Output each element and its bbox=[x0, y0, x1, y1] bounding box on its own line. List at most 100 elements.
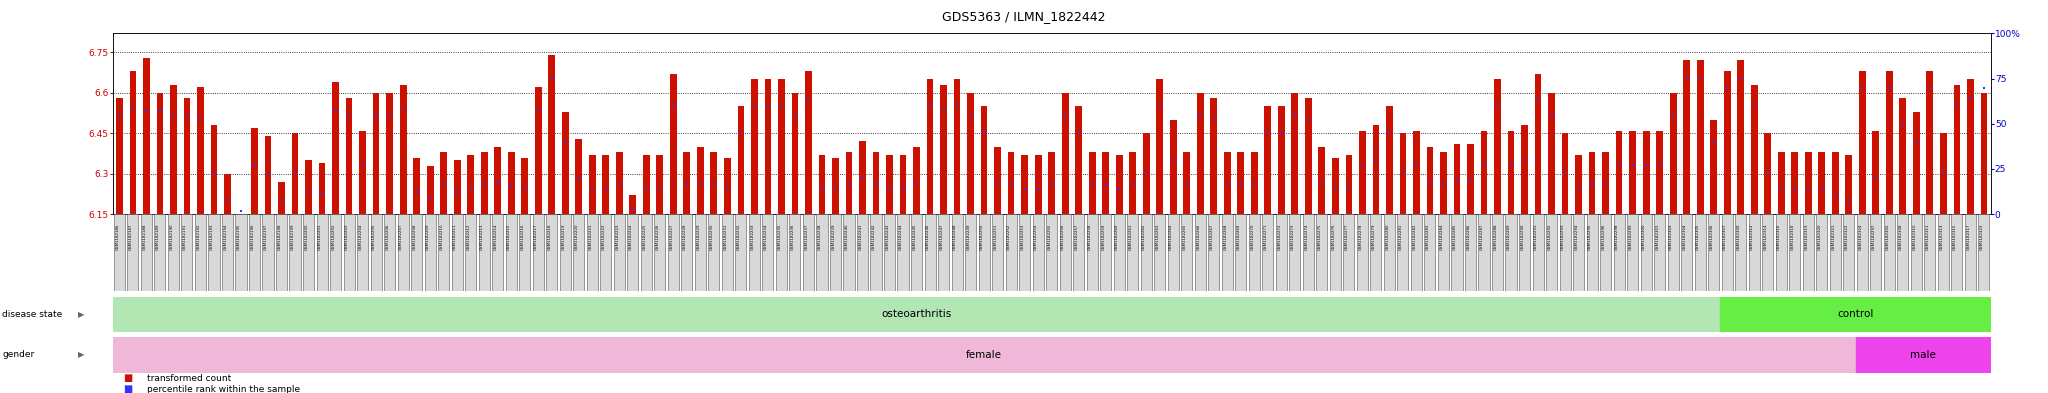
Bar bbox=[330, 214, 342, 291]
Bar bbox=[250, 214, 260, 291]
Bar bbox=[1413, 130, 1419, 214]
Bar bbox=[1669, 93, 1677, 214]
Bar bbox=[1911, 214, 1921, 291]
Point bbox=[1454, 177, 1487, 183]
Bar bbox=[1642, 130, 1649, 214]
Point bbox=[535, 75, 567, 82]
Text: GSM1182201: GSM1182201 bbox=[317, 223, 322, 250]
Bar bbox=[600, 214, 610, 291]
Bar bbox=[1262, 214, 1274, 291]
Bar bbox=[1776, 214, 1786, 291]
Text: GSM1182204: GSM1182204 bbox=[358, 223, 362, 250]
Bar bbox=[1208, 214, 1219, 291]
Point bbox=[616, 206, 649, 212]
Point bbox=[860, 182, 893, 188]
Point bbox=[981, 178, 1014, 185]
Bar bbox=[1898, 98, 1907, 214]
Bar bbox=[1329, 214, 1341, 291]
Text: GSM1182186: GSM1182186 bbox=[115, 223, 119, 250]
Bar bbox=[492, 214, 504, 291]
Point bbox=[1968, 84, 2001, 91]
Text: GSM1182276: GSM1182276 bbox=[1331, 223, 1335, 250]
Bar bbox=[872, 152, 879, 214]
Bar bbox=[344, 214, 354, 291]
Bar bbox=[913, 147, 920, 214]
Bar bbox=[113, 297, 1720, 332]
Bar bbox=[1819, 152, 1825, 214]
Text: ■: ■ bbox=[123, 384, 133, 393]
Point bbox=[170, 112, 203, 118]
Text: GSM1182277: GSM1182277 bbox=[1346, 223, 1350, 250]
Bar bbox=[709, 214, 719, 291]
Bar bbox=[535, 87, 541, 214]
Point bbox=[1210, 182, 1243, 188]
Bar bbox=[1573, 214, 1583, 291]
Bar bbox=[858, 141, 866, 214]
Point bbox=[1116, 182, 1149, 188]
Bar bbox=[1346, 155, 1352, 214]
Bar bbox=[195, 214, 207, 291]
Point bbox=[1266, 130, 1298, 136]
Bar bbox=[1563, 133, 1569, 214]
Bar bbox=[264, 136, 272, 214]
Text: GSM1182199: GSM1182199 bbox=[291, 223, 295, 250]
Bar bbox=[1061, 93, 1069, 214]
Point bbox=[129, 108, 162, 114]
Text: GSM1182238: GSM1182238 bbox=[817, 223, 821, 250]
Point bbox=[1102, 186, 1135, 192]
Bar bbox=[1710, 120, 1716, 214]
Bar bbox=[1331, 158, 1339, 214]
Text: GSM1182218: GSM1182218 bbox=[547, 223, 551, 250]
Bar bbox=[1466, 144, 1475, 214]
Point bbox=[1333, 186, 1366, 192]
Point bbox=[1886, 121, 1919, 127]
Point bbox=[1927, 169, 1960, 176]
Bar bbox=[184, 98, 190, 214]
Bar bbox=[1964, 214, 1976, 291]
Point bbox=[238, 162, 270, 169]
Text: GSM1182223: GSM1182223 bbox=[614, 223, 618, 250]
Point bbox=[872, 186, 905, 192]
Bar bbox=[1100, 214, 1112, 291]
Point bbox=[264, 198, 297, 205]
Point bbox=[481, 178, 514, 185]
Text: GSM1182232: GSM1182232 bbox=[737, 223, 741, 250]
Point bbox=[1954, 94, 1987, 100]
Bar bbox=[788, 214, 801, 291]
Text: GSM1182320: GSM1182320 bbox=[1819, 223, 1823, 250]
Text: GSM1182268: GSM1182268 bbox=[1223, 223, 1227, 250]
Point bbox=[631, 186, 664, 192]
Bar bbox=[1790, 214, 1800, 291]
Bar bbox=[776, 214, 786, 291]
Text: GSM1182322: GSM1182322 bbox=[1845, 223, 1849, 250]
Bar bbox=[573, 214, 584, 291]
Bar bbox=[737, 106, 743, 214]
Bar bbox=[1210, 98, 1217, 214]
Point bbox=[1090, 182, 1122, 188]
Bar bbox=[981, 106, 987, 214]
Bar bbox=[844, 214, 854, 291]
Point bbox=[805, 186, 838, 192]
Bar bbox=[725, 158, 731, 214]
Bar bbox=[209, 214, 219, 291]
Text: GSM1182260: GSM1182260 bbox=[1116, 223, 1118, 250]
Bar bbox=[1249, 214, 1260, 291]
Bar bbox=[1049, 152, 1055, 214]
Point bbox=[657, 103, 690, 109]
Bar bbox=[694, 214, 707, 291]
Bar bbox=[1479, 214, 1489, 291]
Point bbox=[1372, 130, 1405, 136]
Bar bbox=[829, 214, 842, 291]
Bar bbox=[279, 182, 285, 214]
Bar bbox=[926, 79, 934, 214]
Point bbox=[684, 178, 717, 185]
Bar bbox=[1522, 125, 1528, 214]
Bar bbox=[750, 214, 760, 291]
Point bbox=[766, 103, 799, 109]
Bar bbox=[252, 128, 258, 214]
Bar bbox=[168, 214, 178, 291]
Point bbox=[575, 186, 608, 192]
Bar bbox=[1006, 214, 1016, 291]
Bar bbox=[1303, 214, 1315, 291]
Bar bbox=[653, 214, 666, 291]
